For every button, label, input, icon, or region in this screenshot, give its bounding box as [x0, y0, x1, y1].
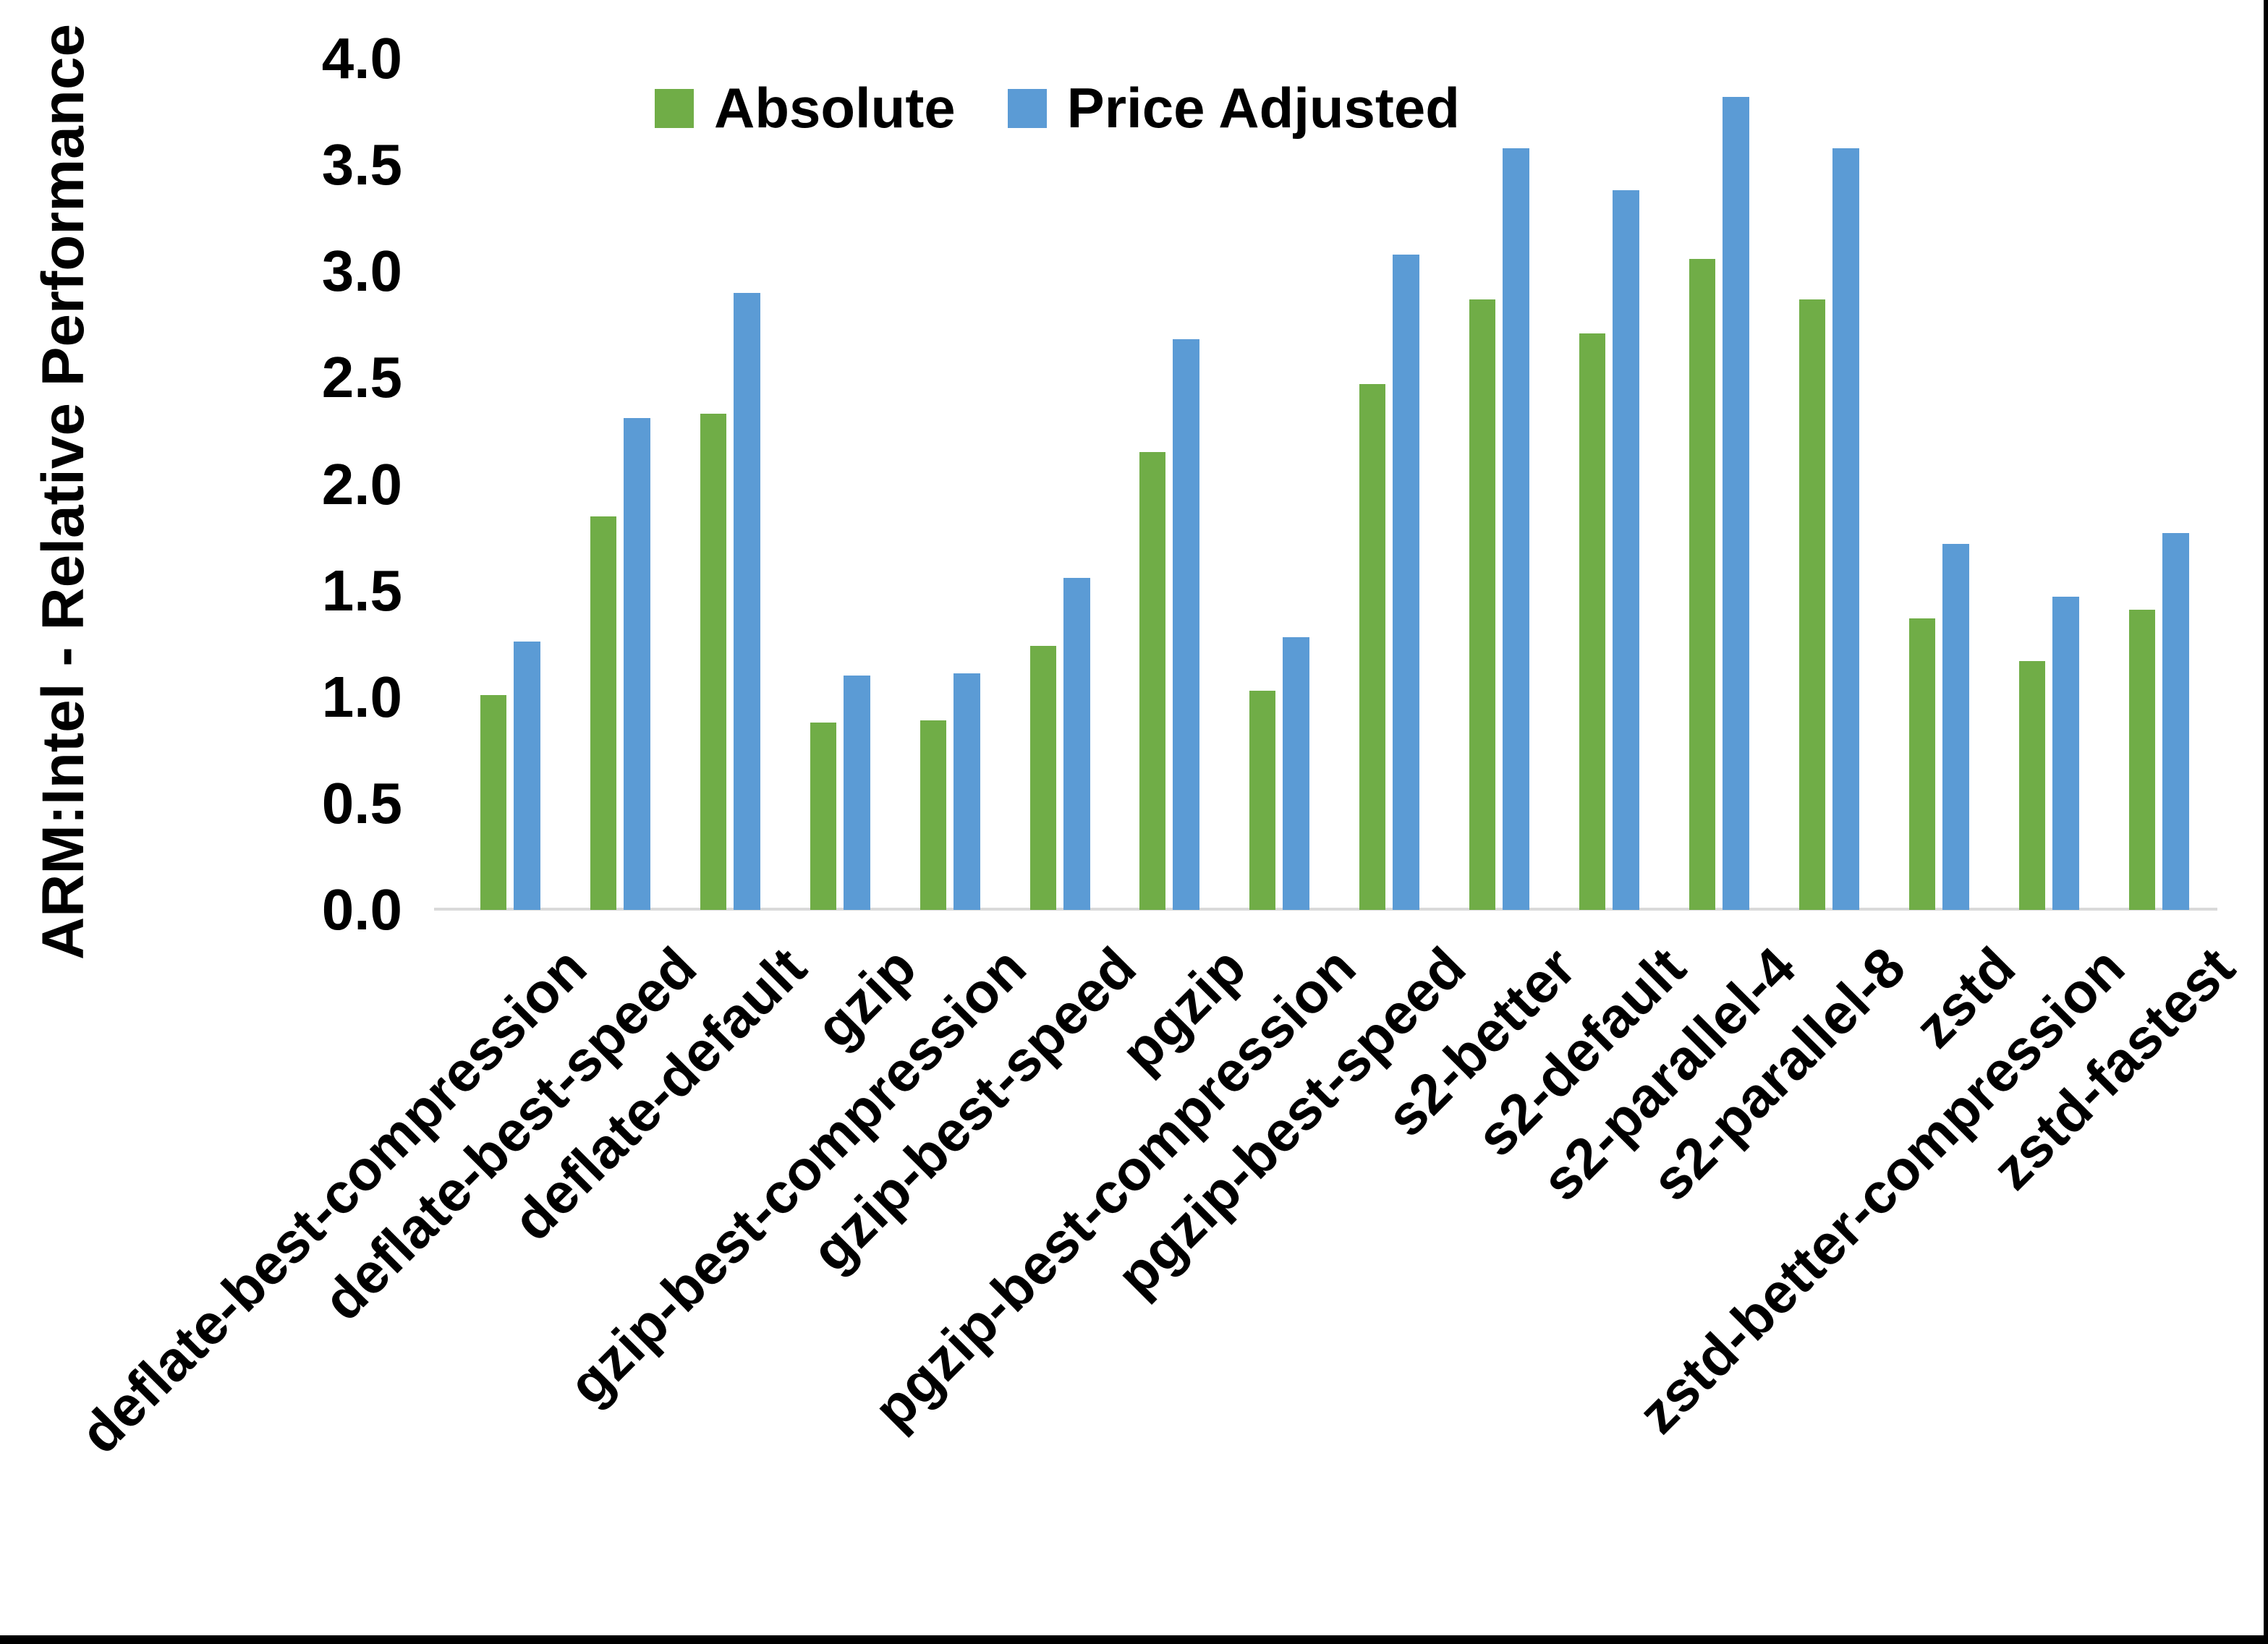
y-tick-label: 4.0 — [321, 26, 402, 90]
y-tick-label: 3.0 — [321, 239, 402, 304]
y-tick-label: 2.0 — [321, 451, 402, 516]
bar-zstd-price-adjusted — [1942, 544, 1969, 910]
x-axis-line — [434, 908, 2217, 911]
bar-gzip-best-speed-price-adjusted — [1063, 578, 1090, 910]
bar-deflate-best-compression-price-adjusted — [514, 642, 540, 910]
bar-pgzip-absolute — [1139, 452, 1165, 910]
y-tick-label: 0.0 — [321, 877, 402, 942]
bar-gzip-price-adjusted — [844, 676, 870, 910]
legend: Absolute Price Adjusted — [655, 75, 1460, 141]
bar-gzip-best-speed-absolute — [1030, 646, 1056, 910]
bar-zstd-better-compression-price-adjusted — [2052, 597, 2079, 910]
legend-swatch-icon — [655, 88, 694, 128]
bar-s2-better-absolute — [1469, 299, 1495, 910]
bar-s2-parallel-8-price-adjusted — [1832, 148, 1859, 910]
bar-s2-default-absolute — [1579, 333, 1605, 910]
bar-deflate-best-speed-price-adjusted — [624, 418, 650, 910]
bar-deflate-default-price-adjusted — [734, 293, 760, 910]
legend-item-price-adjusted: Price Adjusted — [1007, 75, 1460, 141]
bar-s2-parallel-4-price-adjusted — [1723, 97, 1749, 910]
y-tick-label: 1.0 — [321, 664, 402, 729]
bar-pgzip-best-compression-absolute — [1249, 691, 1275, 910]
right-border — [2264, 0, 2268, 1644]
bar-pgzip-best-speed-price-adjusted — [1393, 255, 1419, 910]
y-tick-label: 2.5 — [321, 345, 402, 410]
legend-label: Absolute — [714, 76, 956, 140]
bar-deflate-default-absolute — [700, 414, 726, 910]
y-tick-label: 1.5 — [321, 558, 402, 623]
bar-zstd-fastest-absolute — [2129, 610, 2155, 910]
bar-gzip-best-compression-absolute — [920, 720, 946, 910]
bar-gzip-best-compression-price-adjusted — [954, 673, 980, 910]
y-tick-label: 3.5 — [321, 132, 402, 197]
bar-deflate-best-speed-absolute — [590, 516, 616, 910]
legend-item-absolute: Absolute — [655, 75, 956, 141]
bottom-border — [0, 1635, 2268, 1644]
bar-zstd-fastest-price-adjusted — [2162, 533, 2189, 910]
bar-pgzip-best-speed-absolute — [1359, 384, 1385, 910]
bar-zstd-absolute — [1909, 618, 1935, 910]
bar-s2-default-price-adjusted — [1613, 190, 1639, 910]
legend-swatch-icon — [1007, 88, 1047, 128]
legend-label: Price Adjusted — [1066, 76, 1460, 140]
bar-pgzip-best-compression-price-adjusted — [1283, 637, 1309, 910]
bar-pgzip-price-adjusted — [1173, 339, 1199, 910]
bar-s2-parallel-8-absolute — [1799, 299, 1825, 910]
bar-deflate-best-compression-absolute — [480, 695, 506, 910]
bar-s2-parallel-4-absolute — [1689, 259, 1715, 910]
y-tick-label: 0.5 — [321, 770, 402, 835]
bar-s2-better-price-adjusted — [1503, 148, 1529, 910]
bar-zstd-better-compression-absolute — [2019, 661, 2045, 910]
y-axis-title: ARM:Intel - Relative Performance — [30, 23, 96, 961]
bar-gzip-absolute — [810, 723, 836, 910]
